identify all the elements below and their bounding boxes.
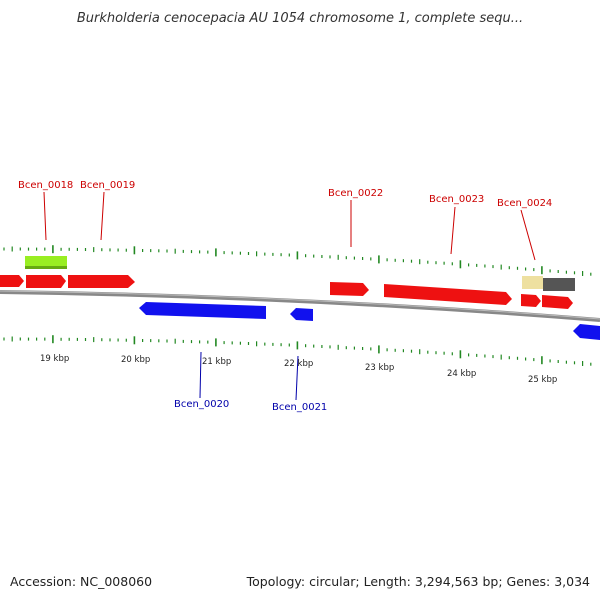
gene-arrow-bcen-0021[interactable]	[290, 308, 313, 321]
gene-arrow-partial-left[interactable]	[0, 275, 24, 287]
leader-bcen-0020	[199, 351, 202, 399]
ruler-label-20: 20 kbp	[121, 355, 150, 365]
feature-green-shade	[25, 266, 67, 269]
leader-bcen-0021	[295, 355, 299, 401]
ruler-label-25: 25 kbp	[528, 375, 557, 385]
feature-tan[interactable]	[522, 276, 543, 289]
ruler-label-24: 24 kbp	[447, 369, 476, 379]
gene-leader-lines	[43, 191, 536, 401]
gene-label-bcen-0020[interactable]: Bcen_0020	[174, 399, 229, 410]
upper-tick-track	[3, 245, 592, 276]
reverse-gene-track	[139, 302, 600, 340]
forward-gene-track	[0, 275, 573, 309]
ruler-label-22: 22 kbp	[284, 359, 313, 369]
gene-label-bcen-0018[interactable]: Bcen_0018	[18, 180, 73, 191]
leader-bcen-0018	[43, 191, 47, 241]
lower-tick-track	[3, 335, 592, 366]
feature-green[interactable]	[25, 256, 67, 269]
leader-bcen-0023	[450, 206, 456, 255]
chromosome-backbone	[0, 290, 600, 322]
ruler-label-23: 23 kbp	[365, 363, 394, 373]
feature-track	[25, 256, 575, 291]
ruler-labels: 19 kbp 20 kbp 21 kbp 22 kbp 23 kbp 24 kb…	[40, 354, 557, 385]
gene-arrow-partial-right[interactable]	[573, 324, 600, 340]
gene-label-bcen-0024[interactable]: Bcen_0024	[497, 198, 552, 209]
gene-arrow-bcen-0018[interactable]	[26, 275, 66, 288]
gene-labels: Bcen_0018 Bcen_0019 Bcen_0020 Bcen_0021 …	[18, 180, 552, 413]
gene-arrow-bcen-0019[interactable]	[68, 275, 135, 288]
gene-label-bcen-0019[interactable]: Bcen_0019	[80, 180, 135, 191]
gene-arrow-bcen-0023[interactable]	[384, 284, 512, 305]
map-title: Burkholderia cenocepacia AU 1054 chromos…	[76, 11, 524, 26]
feature-gray[interactable]	[543, 278, 575, 291]
chromosome-backbone-highlight	[0, 290, 600, 320]
leader-bcen-0024	[520, 209, 536, 261]
gene-arrow-bcen-0024-b[interactable]	[542, 295, 573, 309]
gene-arrow-bcen-0020[interactable]	[139, 302, 266, 319]
leader-bcen-0019	[100, 191, 105, 241]
topology-info-text: Topology: circular; Length: 3,294,563 bp…	[246, 574, 590, 589]
gene-label-bcen-0021[interactable]: Bcen_0021	[272, 402, 327, 413]
gene-arrow-bcen-0022[interactable]	[330, 282, 369, 296]
gene-label-bcen-0022[interactable]: Bcen_0022	[328, 188, 383, 199]
gene-label-bcen-0023[interactable]: Bcen_0023	[429, 194, 484, 205]
ruler-label-19: 19 kbp	[40, 354, 69, 364]
ruler-label-21: 21 kbp	[202, 357, 231, 367]
gene-arrow-bcen-0024-a[interactable]	[521, 294, 541, 307]
accession-text: Accession: NC_008060	[10, 574, 153, 589]
